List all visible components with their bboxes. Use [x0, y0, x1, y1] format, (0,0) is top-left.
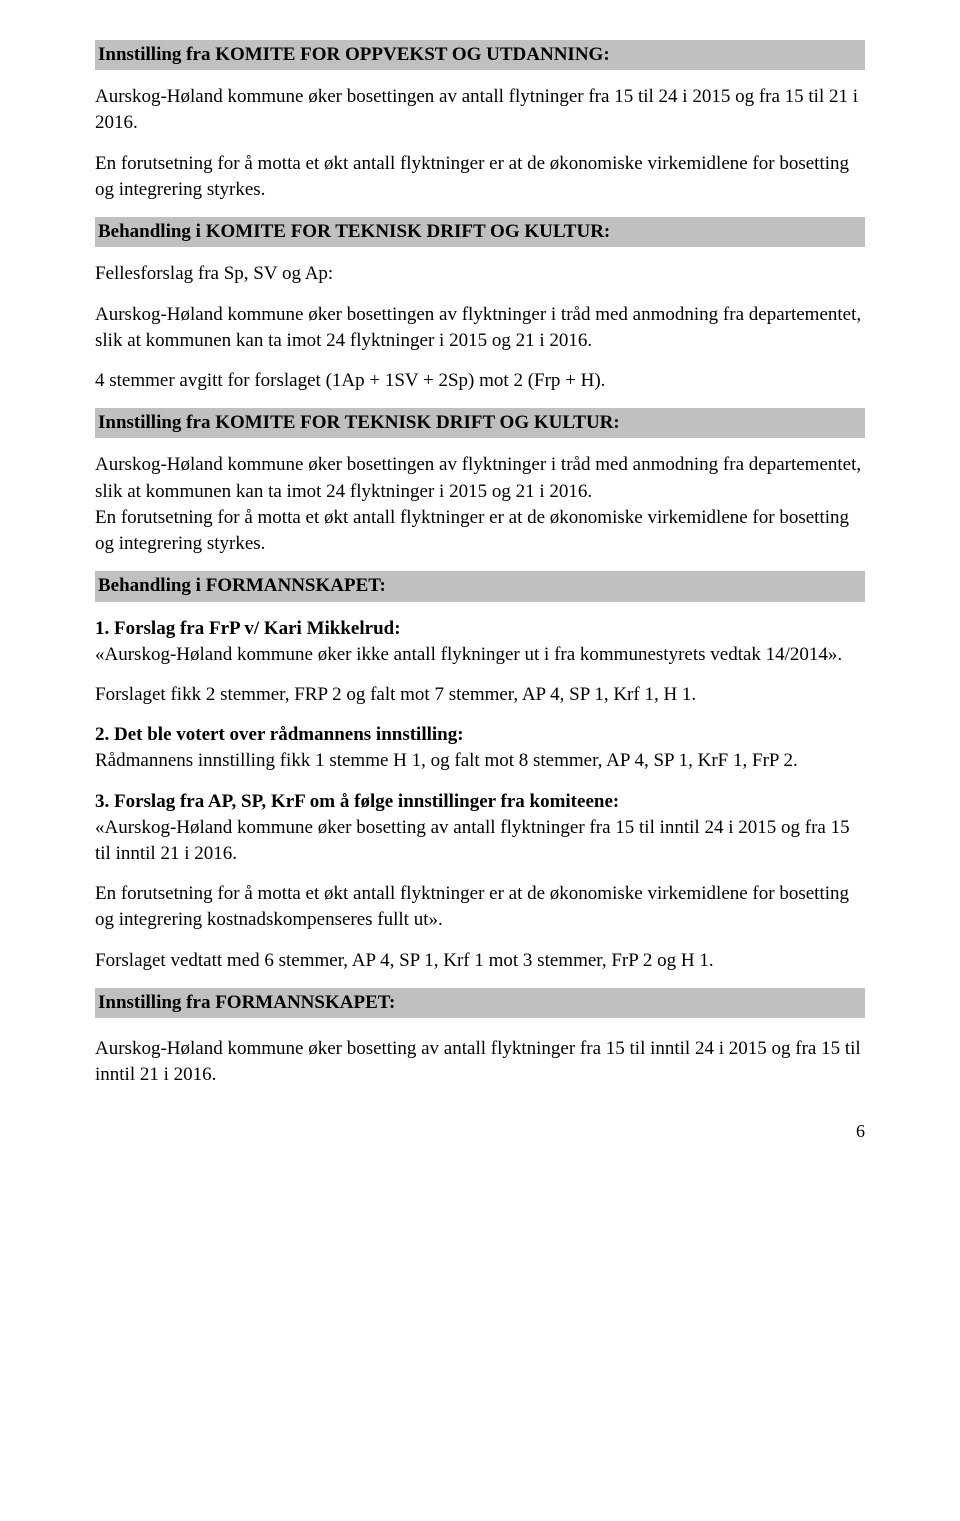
heading-oppvekst-innstilling: Innstilling fra KOMITE FOR OPPVEKST OG U… — [95, 40, 865, 70]
heading-teknisk-innstilling: Innstilling fra KOMITE FOR TEKNISK DRIFT… — [95, 408, 865, 438]
item-2-title: 2. Det ble votert over rådmannens innsti… — [95, 724, 464, 745]
item-3-result: Forslaget vedtatt med 6 stemmer, AP 4, S… — [95, 948, 865, 974]
paragraph: Fellesforslag fra Sp, SV og Ap: — [95, 261, 865, 287]
paragraph: 4 stemmer avgitt for forslaget (1Ap + 1S… — [95, 368, 865, 394]
item-3: 3. Forslag fra AP, SP, KrF om å følge in… — [95, 789, 865, 868]
heading-teknisk-behandling: Behandling i KOMITE FOR TEKNISK DRIFT OG… — [95, 217, 865, 247]
page-number: 6 — [95, 1119, 865, 1144]
item-3-p2: En forutsetning for å motta et økt antal… — [95, 881, 865, 933]
heading-formannskap-innstilling: Innstilling fra FORMANNSKAPET: — [95, 988, 865, 1018]
item-3-title: 3. Forslag fra AP, SP, KrF om å følge in… — [95, 791, 619, 812]
paragraph: En forutsetning for å motta et økt antal… — [95, 151, 865, 203]
item-1-result: Forslaget fikk 2 stemmer, FRP 2 og falt … — [95, 682, 865, 708]
heading-formannskap-behandling: Behandling i FORMANNSKAPET: — [95, 571, 865, 601]
paragraph: Aurskog-Høland kommune øker bosettingen … — [95, 452, 865, 504]
paragraph: Aurskog-Høland kommune øker bosettingen … — [95, 302, 865, 354]
item-2-body: Rådmannens innstilling fikk 1 stemme H 1… — [95, 750, 798, 771]
paragraph: Aurskog-Høland kommune øker bosettingen … — [95, 84, 865, 136]
paragraph: Aurskog-Høland kommune øker bosetting av… — [95, 1036, 865, 1088]
item-1: 1. Forslag fra FrP v/ Kari Mikkelrud: «A… — [95, 616, 865, 668]
item-1-title: 1. Forslag fra FrP v/ Kari Mikkelrud: — [95, 618, 401, 639]
item-1-body: «Aurskog-Høland kommune øker ikke antall… — [95, 644, 842, 665]
item-3-body: «Aurskog-Høland kommune øker bosetting a… — [95, 817, 850, 864]
paragraph: En forutsetning for å motta et økt antal… — [95, 505, 865, 557]
item-2: 2. Det ble votert over rådmannens innsti… — [95, 722, 865, 774]
